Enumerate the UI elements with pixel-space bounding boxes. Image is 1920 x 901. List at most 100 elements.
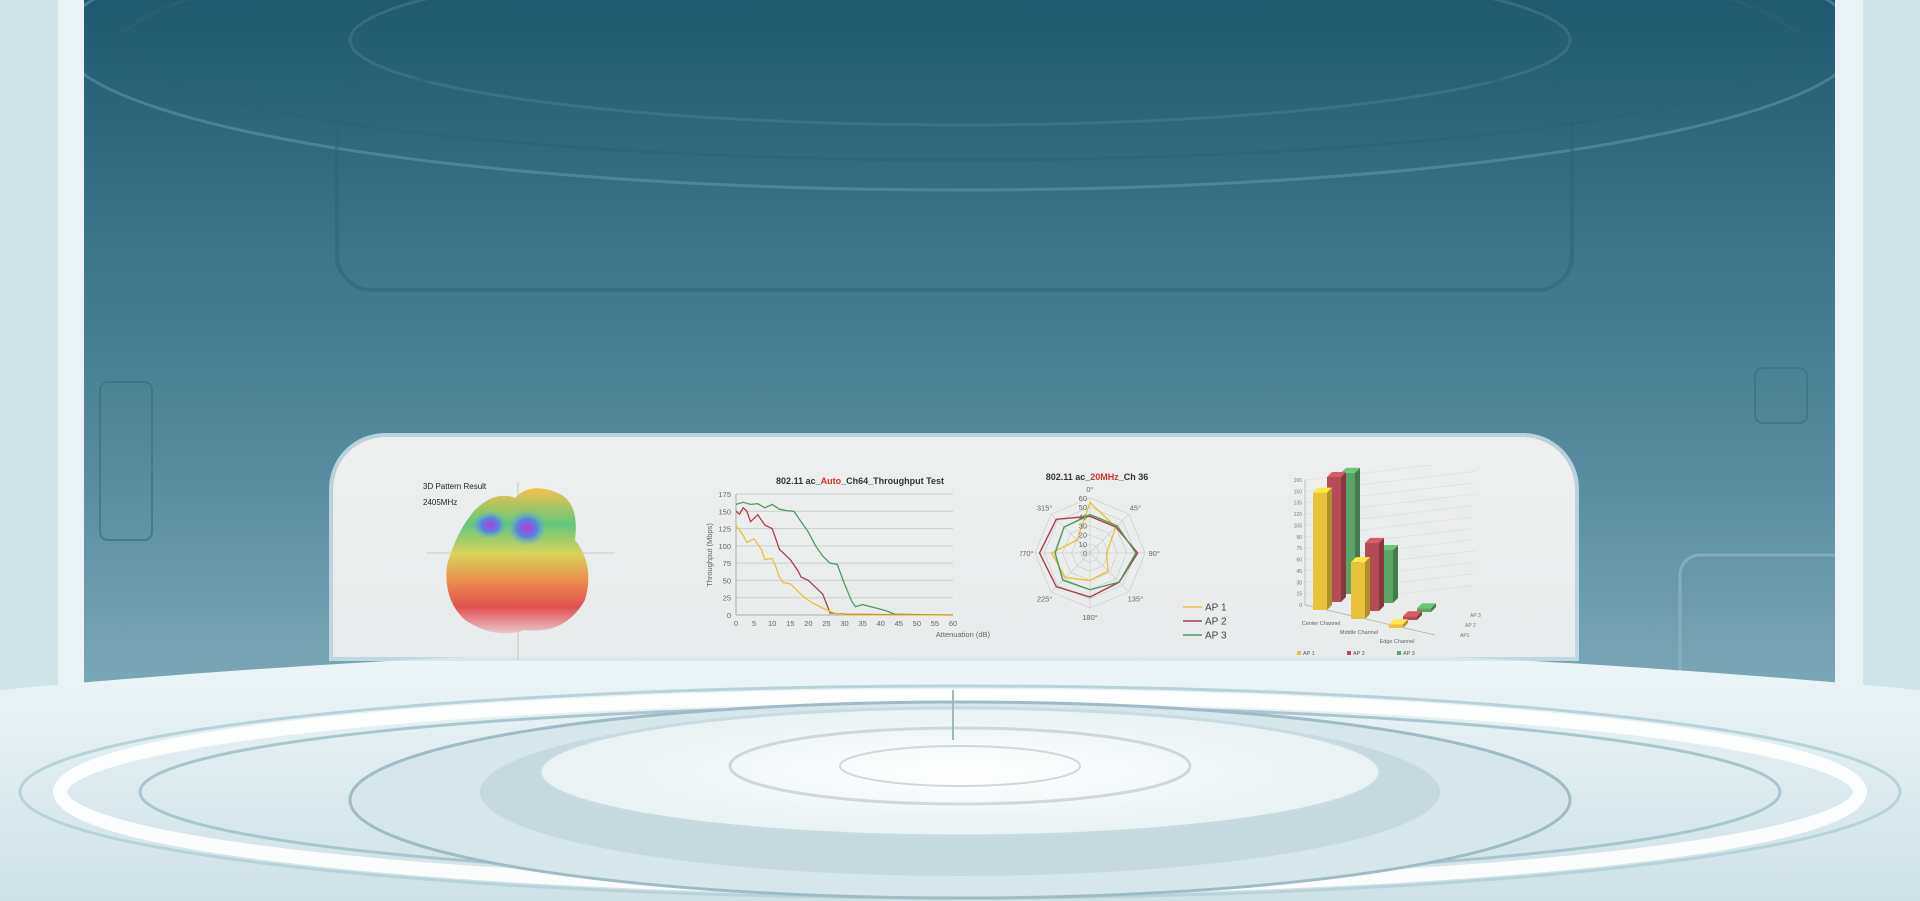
y-tick-label: 50 <box>723 576 731 585</box>
bar-front <box>1389 624 1403 628</box>
throughput-line-chart: 802.11 ac_Auto_Ch64_Throughput Test 0 25 5… <box>705 476 990 639</box>
bar-ap1-2 <box>1351 557 1370 619</box>
y-tick-label: 0 <box>727 611 731 620</box>
bar-top <box>1417 603 1436 609</box>
radar-r-tick: 60 <box>1079 494 1087 503</box>
bar-y-tick: 75 <box>1296 546 1302 552</box>
pattern-frequency: 2405MHz <box>423 498 458 507</box>
bar-ap1-1 <box>1313 487 1332 610</box>
line-chart-ylabel: Throughput (Mbps) <box>705 523 714 587</box>
throughput-series-line-1 <box>735 501 954 616</box>
bar-category-label: Edge Channel <box>1380 639 1415 645</box>
pattern-3d-graphic <box>427 482 615 660</box>
platform-center <box>839 745 1081 787</box>
bar-side <box>1379 537 1384 611</box>
right-wall-slot <box>1754 367 1808 424</box>
pattern-3d-chart: 3D Pattern Result 2405MHz <box>415 470 625 660</box>
bar-front <box>1403 616 1417 620</box>
radar-angle-label: 135° <box>1128 594 1144 603</box>
radar-series-3 <box>1054 513 1137 591</box>
radar-r-tick: 50 <box>1079 503 1087 512</box>
bar-front <box>1417 608 1431 612</box>
radar-angle-label: 315° <box>1037 504 1053 513</box>
x-tick-label: 60 <box>949 619 957 628</box>
throughput-series-line-3 <box>735 524 953 616</box>
x-tick-label: 50 <box>913 619 921 628</box>
x-tick-label: 15 <box>786 619 794 628</box>
bar-legend-label: AP 2 <box>1353 651 1365 657</box>
bar-y-tick: 135 <box>1294 501 1303 507</box>
radar-chart: 802.11 ac_20MHz_Ch 36 0° 45° 90° 135° 180° 22… <box>1020 472 1227 642</box>
pattern-surface <box>446 488 589 634</box>
bar-y-tick: 120 <box>1294 512 1303 518</box>
x-tick-label: 10 <box>768 619 776 628</box>
radar-r-tick: 30 <box>1079 522 1087 531</box>
bar-y-tick: 30 <box>1296 580 1302 586</box>
bar-depth-label: AP 3 <box>1470 613 1481 619</box>
legend-label: AP 3 <box>1205 631 1227 642</box>
bar-y-tick: 0 <box>1299 603 1302 609</box>
ceiling-ring-mid <box>118 0 1802 162</box>
radar-angle-label: 225° <box>1037 594 1053 603</box>
x-tick-label: 5 <box>752 619 756 628</box>
x-tick-label: 25 <box>822 619 830 628</box>
x-tick-label: 30 <box>840 619 848 628</box>
x-tick-label: 45 <box>895 619 903 628</box>
bar-3d-chart: 0 15 30 45 60 75 90 105 120 135 150 165 Center Chann… <box>1294 465 1481 657</box>
pattern-null-center <box>507 510 547 546</box>
radar-spoke <box>1050 513 1091 554</box>
bar-top <box>1341 467 1360 473</box>
bar-top <box>1327 472 1346 477</box>
radar-chart-title: 802.11 ac_20MHz_Ch 36 <box>1046 472 1149 482</box>
bar-depth-label: AP 2 <box>1465 623 1476 629</box>
bar-side <box>1327 487 1332 610</box>
bar-side <box>1365 557 1370 619</box>
bar-legend-label: AP 1 <box>1303 651 1315 657</box>
pattern-title: 3D Pattern Result <box>423 482 487 491</box>
x-tick-label: 0 <box>734 619 738 628</box>
y-tick-label: 125 <box>718 525 731 534</box>
bar-ap2-3 <box>1403 611 1422 620</box>
radar-r-tick: 0 <box>1083 549 1087 558</box>
bar-legend-swatch <box>1297 651 1301 655</box>
bar-front <box>1313 492 1327 610</box>
bar-y-tick: 165 <box>1294 478 1303 484</box>
bar-category-label: Middle Channel <box>1340 630 1378 636</box>
ceiling-frame <box>335 78 1574 292</box>
platform-top <box>538 706 1382 838</box>
bar-side <box>1431 603 1436 612</box>
throughput-series-line-2 <box>735 506 954 616</box>
bar-side <box>1393 544 1398 603</box>
radar-angle-label: 180° <box>1082 613 1098 622</box>
bar-y-tick: 90 <box>1296 535 1302 541</box>
line-chart-title: 802.11 ac_Auto_Ch64_Throughput Test <box>776 476 944 486</box>
bar-y-tick: 45 <box>1296 569 1302 575</box>
bar-y-tick: 60 <box>1296 558 1302 564</box>
y-tick-label: 150 <box>718 507 731 516</box>
ceiling-ring-inner <box>348 0 1572 127</box>
bar-top <box>1351 557 1370 563</box>
bar-category-label: Center Channel <box>1302 621 1341 627</box>
y-tick-label: 175 <box>718 490 731 499</box>
bar-front <box>1351 562 1365 619</box>
bar-ap1-3 <box>1389 619 1408 628</box>
bar-legend-swatch <box>1347 651 1351 655</box>
y-tick-label: 100 <box>718 542 731 551</box>
bar-ap3-3 <box>1417 603 1436 612</box>
bar-legend-label: AP 3 <box>1403 651 1415 657</box>
bar-top <box>1365 537 1384 543</box>
pattern-null-left <box>472 511 508 539</box>
x-tick-label: 35 <box>858 619 866 628</box>
radar-angle-label: 90° <box>1148 549 1159 558</box>
radar-series-1 <box>1050 501 1117 582</box>
bar-top <box>1389 619 1408 625</box>
radar-spoke <box>1089 513 1130 554</box>
legend-label: AP 1 <box>1205 603 1227 614</box>
platform-ring <box>728 726 1192 806</box>
bar-side <box>1417 611 1422 620</box>
bar-top <box>1313 487 1332 493</box>
radar-r-tick: 40 <box>1079 512 1087 521</box>
radar-angle-label: 270° <box>1020 549 1034 558</box>
y-tick-label: 75 <box>723 559 731 568</box>
